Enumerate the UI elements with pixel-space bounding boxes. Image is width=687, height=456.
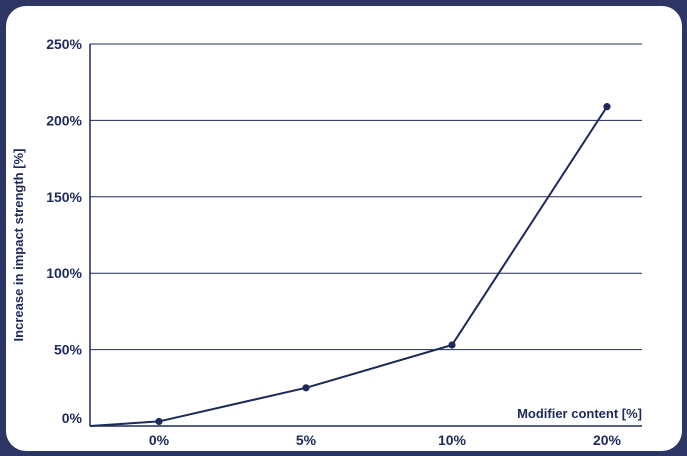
x-tick-label: 5% [296, 432, 317, 448]
series-line [89, 106, 608, 427]
chart-card: 0% 50% 100% 150% 200% 250% 0% 5% 10% 20% Increas… [6, 6, 682, 451]
y-tick-label: 250% [46, 36, 82, 52]
data-point [302, 384, 310, 392]
x-tick-label: 10% [438, 432, 467, 448]
grid-lines [90, 43, 642, 351]
data-point [155, 417, 163, 426]
data-point [603, 103, 611, 111]
y-tick-label: 0% [62, 410, 83, 426]
x-axis-label: Modifier content [%] [517, 406, 642, 421]
y-axis-label: Increase in impact strength [%] [11, 149, 26, 342]
y-tick-label: 50% [54, 342, 83, 358]
data-point [448, 341, 456, 349]
y-tick-label: 200% [46, 112, 82, 128]
series-layer [89, 103, 611, 427]
x-tick-label: 20% [593, 432, 622, 448]
y-tick-label: 150% [46, 189, 82, 205]
x-tick-label: 0% [149, 432, 170, 448]
x-tick-labels: 0% 5% 10% 20% [149, 432, 622, 448]
y-tick-labels: 0% 50% 100% 150% 200% 250% [46, 36, 82, 426]
chart: 0% 50% 100% 150% 200% 250% 0% 5% 10% 20% Increas… [11, 36, 642, 448]
y-tick-label: 100% [46, 265, 82, 281]
